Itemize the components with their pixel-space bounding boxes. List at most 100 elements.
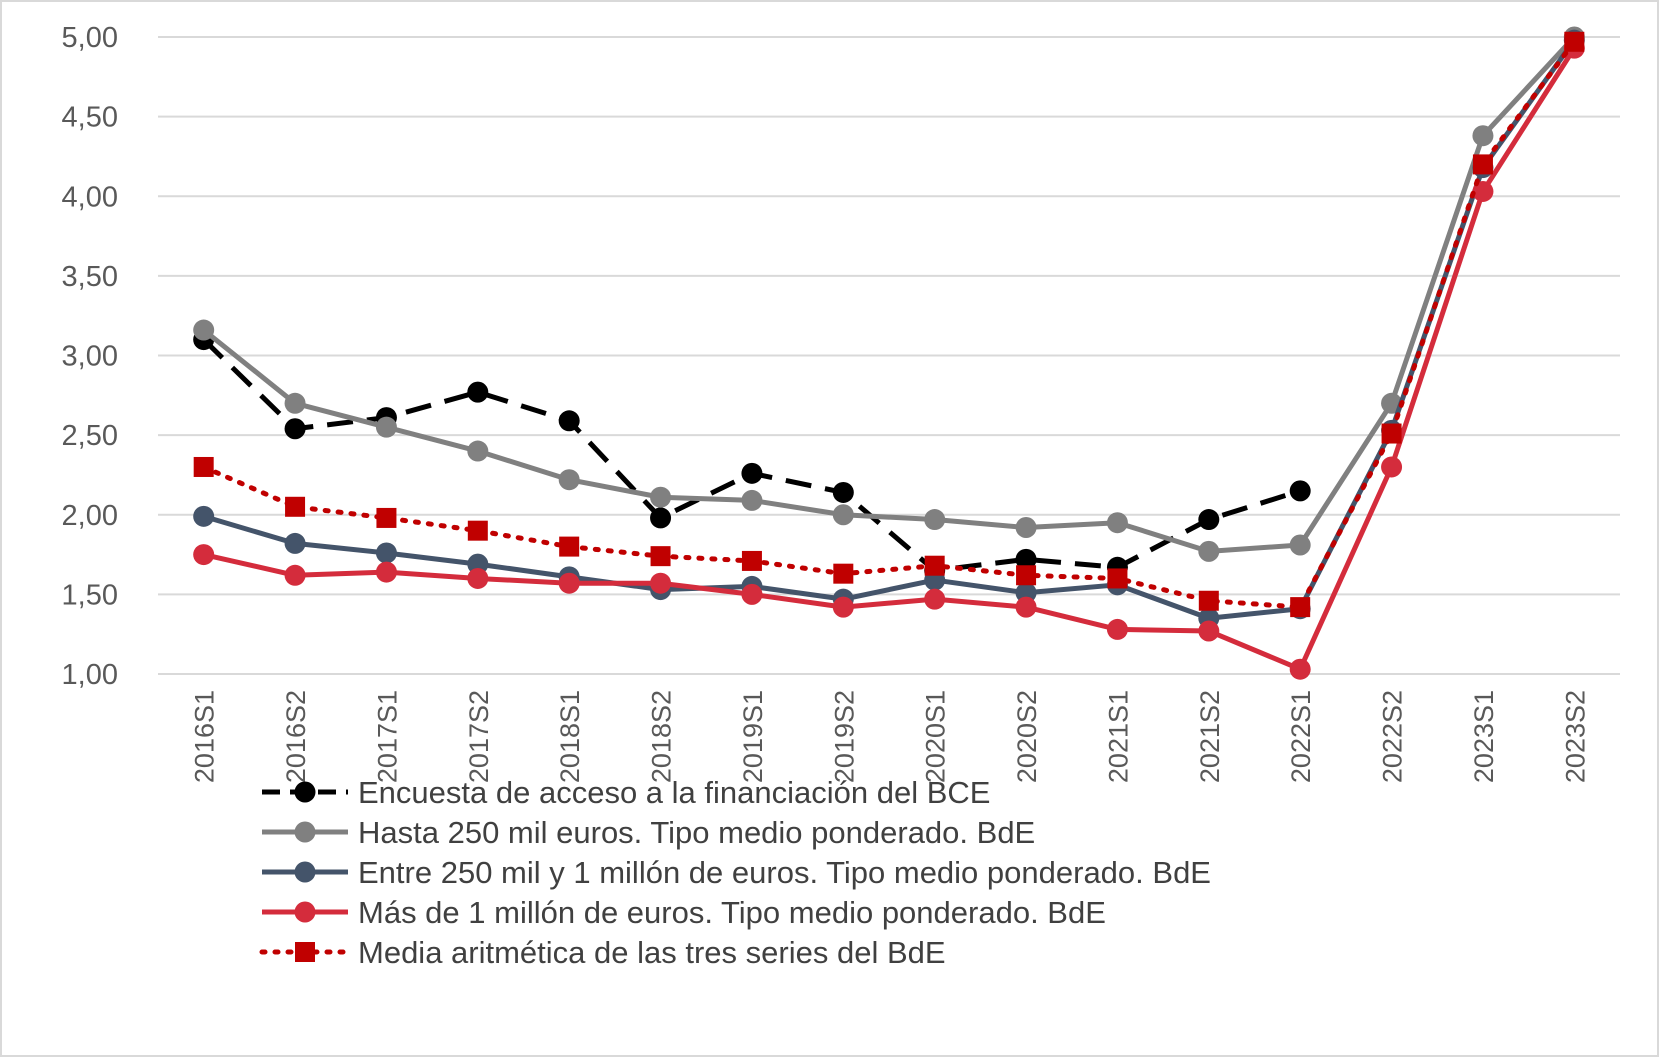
legend-swatch-marker [294,901,316,923]
y-tick-label: 1,50 [62,579,118,611]
data-point [741,462,763,484]
data-point [1472,154,1493,175]
series-line [202,35,1577,554]
series-2 [193,29,1585,629]
data-point [558,469,580,491]
y-tick-label: 1,00 [62,659,118,691]
legend-entry: Encuesta de acceso a la financiación del… [262,775,990,810]
data-point [559,536,580,557]
legend-swatch-marker [295,942,315,962]
data-point [832,504,854,526]
data-point [1472,180,1494,202]
data-point [467,567,489,589]
x-tick-label: 2019S1 [738,690,768,783]
data-point [1289,534,1311,556]
data-point [1289,658,1311,680]
legend-swatch-marker [294,781,316,803]
x-tick-label: 2020S1 [921,690,951,783]
data-point [1198,540,1220,562]
y-tick-label: 3,00 [62,341,118,373]
data-point [1198,620,1220,642]
data-point [193,319,215,341]
data-point [284,532,306,554]
data-point [467,381,489,403]
series-1 [193,26,1585,562]
x-tick-label: 2020S2 [1012,690,1042,783]
data-point [284,392,306,414]
x-axis-ticks: 2016S1 2016S2 2017S1 2017S2 2018S1 2018S2 2019… [190,690,1591,783]
series-line [202,38,1577,621]
legend-entry: Media aritmética de las tres series del … [259,935,946,970]
legend-label: Encuesta de acceso a la financiación del… [358,775,990,810]
x-tick-label: 2022S2 [1378,690,1408,783]
data-point [467,440,489,462]
data-point [284,418,306,440]
x-tick-label: 2023S1 [1469,690,1499,783]
data-point [1106,512,1128,534]
data-point [924,555,945,576]
data-point [1016,565,1037,586]
data-point [741,489,763,511]
legend-swatch-marker [294,861,316,883]
series-lines [193,26,1585,680]
data-point [467,520,488,541]
y-tick-label: 2,00 [62,500,118,532]
y-tick-label: 3,50 [62,261,118,293]
data-point [193,456,214,477]
data-point [285,496,306,517]
x-tick-label: 2016S1 [190,690,220,783]
y-tick-label: 4,00 [62,181,118,213]
data-point [924,509,946,531]
data-point [741,583,763,605]
data-point [1381,456,1403,478]
data-point [1107,568,1128,589]
data-point [833,563,854,584]
data-point [193,544,215,566]
legend-label: Hasta 250 mil euros. Tipo medio ponderad… [358,815,1035,850]
data-point [832,596,854,618]
data-point [375,561,397,583]
legend: Encuesta de acceso a la financiación del… [259,775,1211,970]
x-tick-label: 2018S2 [647,690,677,783]
data-point [284,564,306,586]
x-tick-label: 2023S2 [1560,690,1590,783]
data-point [1015,548,1037,570]
data-point [1290,597,1311,618]
x-tick-label: 2017S2 [464,690,494,783]
series-line [201,337,1301,573]
data-point [1198,590,1219,611]
y-axis-ticks: 1,00 1,50 2,00 2,50 3,00 3,50 4,00 4,50 5,00 [62,22,118,691]
data-point [924,588,946,610]
series-line [201,39,1577,610]
data-point [193,505,215,527]
x-tick-label: 2019S2 [829,690,859,783]
data-point [741,550,762,571]
data-point [558,572,580,594]
x-tick-label: 2021S1 [1103,690,1133,783]
data-point [375,416,397,438]
data-point [1289,480,1311,502]
data-point [650,486,672,508]
legend-entry: Hasta 250 mil euros. Tipo medio ponderad… [262,815,1035,850]
y-tick-label: 4,50 [62,102,118,134]
data-point [1015,596,1037,618]
data-point [1015,516,1037,538]
x-tick-label: 2017S1 [372,690,402,783]
gridlines [158,36,1620,675]
y-tick-label: 2,50 [62,420,118,452]
data-point [1198,509,1220,531]
legend-label: Entre 250 mil y 1 millón de euros. Tipo … [358,855,1211,890]
data-point [1381,423,1402,444]
data-point [650,546,671,567]
x-tick-label: 2022S1 [1286,690,1316,783]
legend-label: Más de 1 millón de euros. Tipo medio pon… [358,895,1106,930]
legend-entry: Entre 250 mil y 1 millón de euros. Tipo … [262,855,1211,890]
legend-label: Media aritmética de las tres series del … [358,935,946,970]
legend-entry: Más de 1 millón de euros. Tipo medio pon… [262,895,1106,930]
data-point [650,572,672,594]
data-point [1106,618,1128,640]
series-line [203,46,1577,672]
x-tick-label: 2016S2 [281,690,311,783]
